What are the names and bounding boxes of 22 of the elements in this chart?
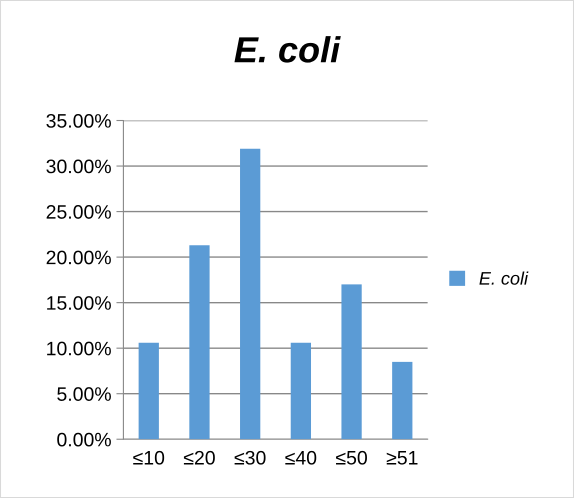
x-tick-label: ≥51 xyxy=(386,451,418,465)
bar xyxy=(138,342,159,440)
y-tick-label: 30.00% xyxy=(46,160,111,174)
y-tick-label: 25.00% xyxy=(46,205,111,219)
bar xyxy=(240,148,260,440)
y-tick-label: 10.00% xyxy=(47,342,111,356)
x-tick-label: ≤50 xyxy=(336,450,367,465)
bar xyxy=(290,342,312,440)
y-tick-label: 0.00% xyxy=(57,432,111,446)
bar xyxy=(392,362,412,440)
bar xyxy=(189,245,210,440)
y-tick-label: 5.00% xyxy=(57,387,111,401)
x-tick-label: ≤10 xyxy=(133,450,164,465)
legend-label: E. coli xyxy=(479,272,528,285)
y-tick-label: 20.00% xyxy=(46,250,111,264)
bar xyxy=(341,284,362,440)
x-tick-label: ≤30 xyxy=(234,450,266,465)
y-tick-label: 35.00% xyxy=(46,114,111,128)
x-tick-label: ≤40 xyxy=(285,450,316,465)
x-tick-label: ≤20 xyxy=(184,450,215,465)
y-tick-label: 15.00% xyxy=(47,296,111,310)
chart-title: E. coli xyxy=(234,36,341,63)
